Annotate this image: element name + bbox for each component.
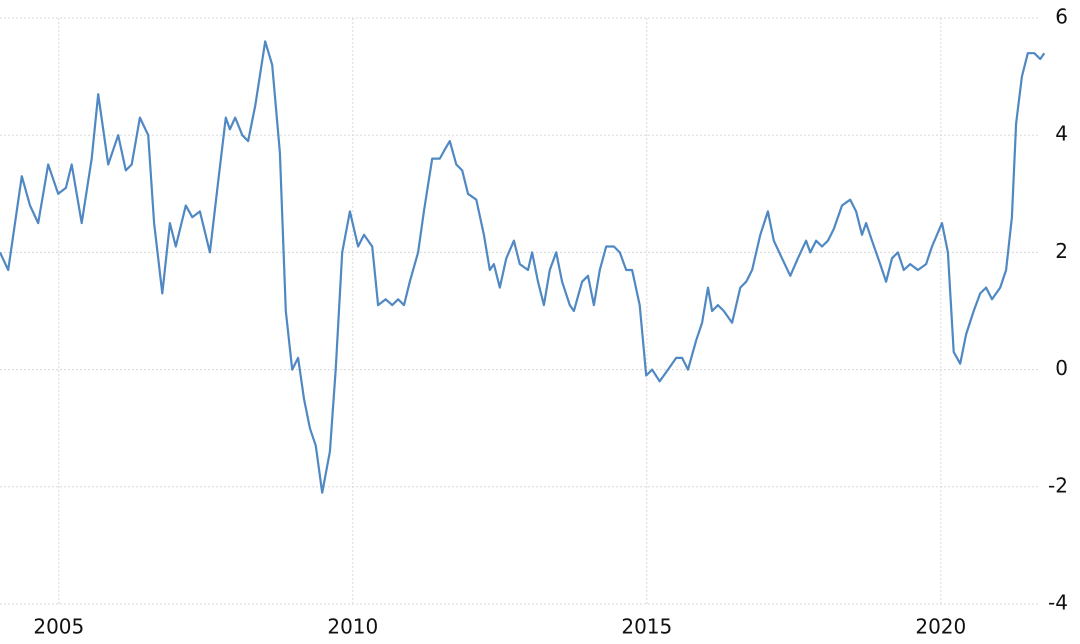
x-tick-label: 2020 xyxy=(915,615,966,639)
x-tick-label: 2005 xyxy=(33,615,84,639)
y-tick-label: 4 xyxy=(1055,122,1068,146)
x-tick-label: 2015 xyxy=(621,615,672,639)
line xyxy=(0,40,1046,494)
y-tick-label: 2 xyxy=(1055,239,1068,263)
x-tick-label: 2010 xyxy=(327,615,378,639)
y-tick-label: -2 xyxy=(1048,473,1068,497)
y-tick-label: 0 xyxy=(1055,356,1068,380)
y-tick-label: 6 xyxy=(1055,5,1068,29)
y-tick-label: -4 xyxy=(1048,591,1068,615)
